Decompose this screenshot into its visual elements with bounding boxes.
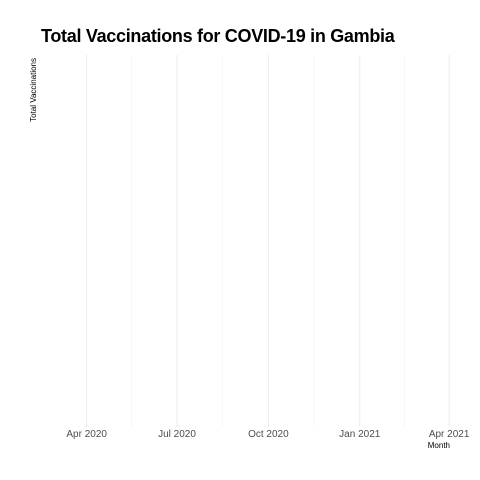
x-tick-label: Oct 2020: [248, 429, 289, 440]
x-tick-label: Jul 2020: [158, 429, 196, 440]
minor-gridlines: [131, 55, 405, 427]
major-gridlines: [86, 55, 450, 427]
y-axis-title: Total Vaccinations: [29, 58, 38, 122]
x-tick-label: Apr 2020: [66, 429, 107, 440]
x-tick-labels: Apr 2020 Jul 2020 Oct 2020 Jan 2021 Apr 2021: [66, 429, 469, 440]
x-tick-label: Jan 2021: [339, 429, 381, 440]
chart-title: Total Vaccinations for COVID-19 in Gambi…: [41, 26, 395, 46]
x-tick-label: Apr 2021: [429, 429, 470, 440]
x-axis-title: Month: [428, 441, 450, 450]
